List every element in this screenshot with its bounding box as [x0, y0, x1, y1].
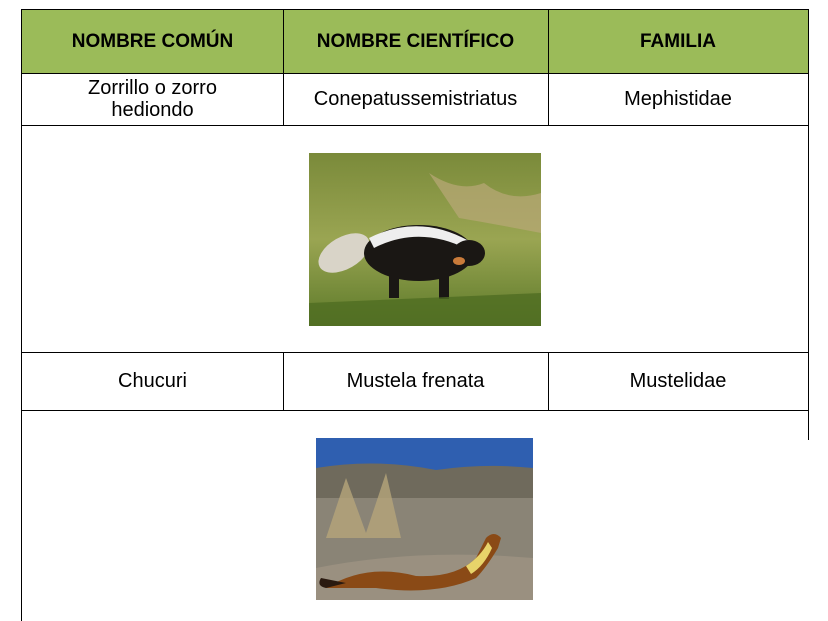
header-cell: NOMBRE CIENTÍFICO [283, 10, 548, 73]
cell: Zorrillo o zorro hediondo [22, 73, 283, 125]
skunk-photo [309, 153, 541, 326]
border [21, 410, 809, 411]
header-text: NOMBRE CIENTÍFICO [316, 30, 515, 52]
header-text: FAMILIA [640, 30, 716, 52]
cell-text: Zorrillo o zorro hediondo [88, 77, 217, 121]
cell: Mustelidae [548, 352, 808, 410]
cell: Mephistidae [548, 73, 808, 125]
cell: Conepatussemistriatus [283, 73, 548, 125]
border [21, 73, 809, 74]
border [548, 9, 549, 125]
cell-text: Mephistidae [624, 87, 732, 110]
border [283, 352, 284, 410]
cell-text: Chucuri [118, 369, 187, 392]
border [283, 9, 284, 125]
cell: Mustela frenata [283, 352, 548, 410]
border [548, 352, 549, 410]
border [21, 9, 809, 10]
weasel-photo [316, 438, 533, 600]
header-cell: FAMILIA [548, 10, 808, 73]
border [21, 9, 22, 621]
cell: Chucuri [22, 352, 283, 410]
cell-text: Mustela frenata [346, 369, 485, 392]
border [21, 125, 809, 126]
header-cell: NOMBRE COMÚN [22, 10, 283, 73]
header-text: NOMBRE COMÚN [71, 30, 234, 52]
border [808, 9, 809, 440]
cell-text: Mustelidae [629, 369, 727, 392]
cell-text: Conepatussemistriatus [313, 87, 518, 110]
border [21, 352, 809, 353]
